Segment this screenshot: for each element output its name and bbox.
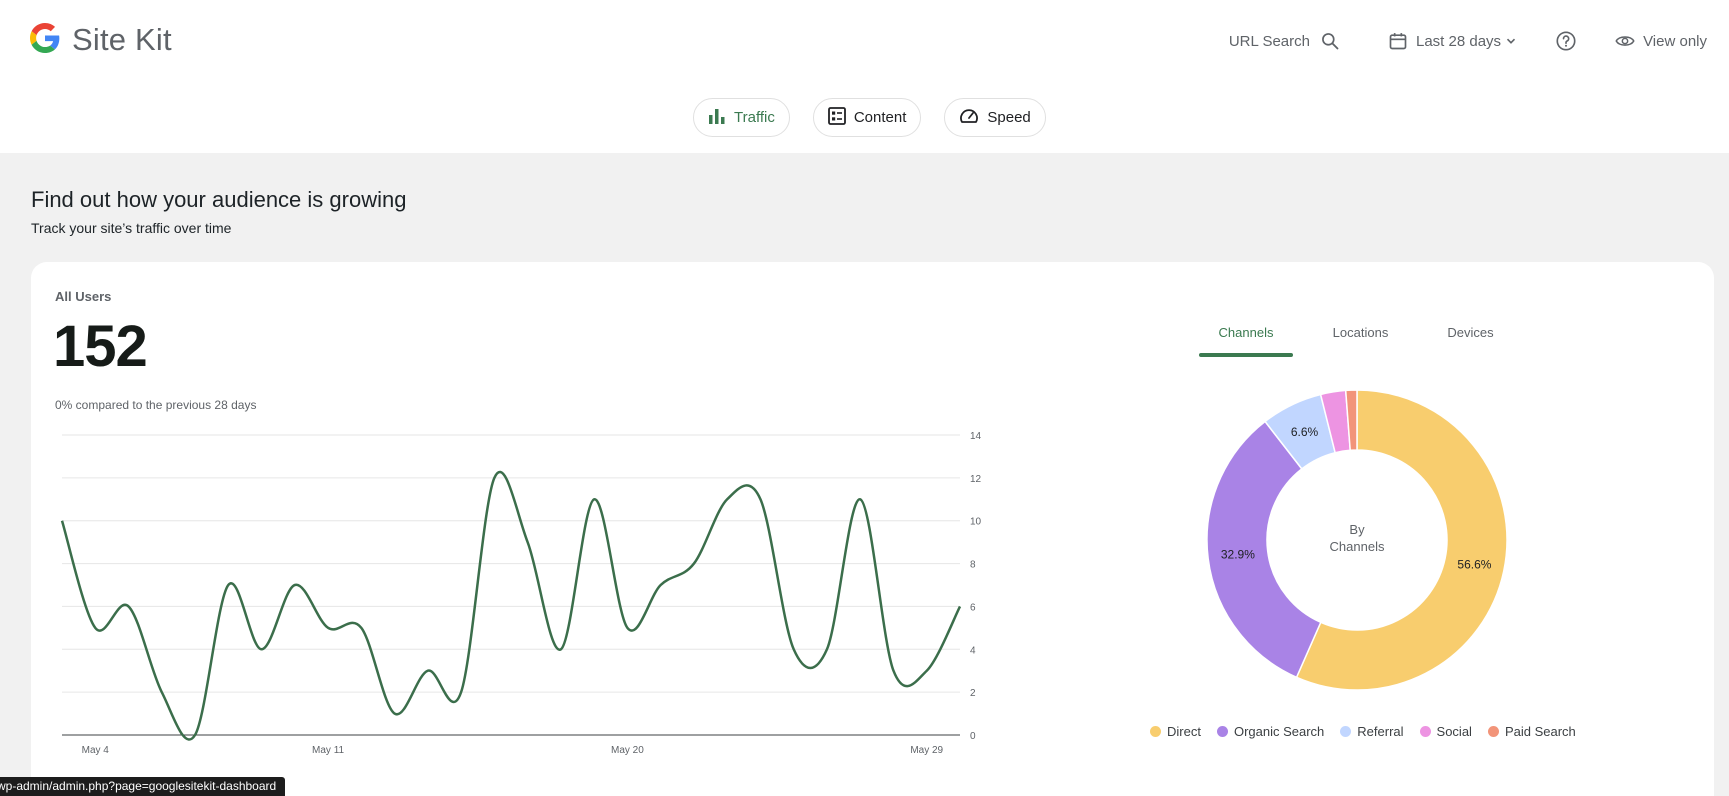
donut-center-label: By [1349, 522, 1365, 537]
legend-label: Paid Search [1504, 724, 1576, 739]
tab-locations[interactable]: Locations [1332, 325, 1389, 340]
eye-icon [1615, 31, 1635, 51]
users-line-chart: 0 2 4 6 8 10 12 14 May 4 May 11 May 20 May 29 [60, 431, 982, 756]
date-range-label: Last 28 days [1416, 32, 1502, 50]
search-icon [1320, 31, 1340, 51]
legend-item-direct[interactable]: Direct [1150, 724, 1201, 739]
x-tick-label: May 29 [910, 745, 943, 756]
url-search-button[interactable]: URL Search [1229, 31, 1350, 51]
donut-center-label: Channels [1330, 539, 1385, 554]
legend-dot [1150, 726, 1161, 737]
slice-percent-label: 56.6% [1457, 558, 1491, 572]
speed-chip[interactable]: Speed [944, 98, 1046, 137]
calendar-icon [1388, 31, 1408, 51]
help-icon [1555, 30, 1577, 52]
legend-label: Social [1436, 724, 1472, 739]
legend-dot [1487, 726, 1499, 737]
google-g-icon [30, 22, 60, 58]
y-tick-label: 8 [970, 560, 976, 571]
dashboard-nav: Traffic Content Speed [693, 98, 1069, 137]
y-tick-label: 2 [970, 688, 976, 699]
y-tick-label: 10 [970, 517, 982, 528]
legend-label: Direct [1167, 724, 1201, 739]
donut-legend: Direct Organic Search Referral Social Pa… [1150, 724, 1592, 739]
metric-change: 0% compared to the previous 28 days [55, 398, 257, 412]
date-range-selector[interactable]: Last 28 days [1388, 31, 1517, 51]
legend-label: Referral [1357, 724, 1404, 739]
tab-channels[interactable]: Channels [1199, 325, 1293, 357]
y-tick-label: 0 [970, 731, 976, 742]
top-bar: Site Kit URL Search Last 28 days [0, 0, 1729, 153]
legend-item-organic-search[interactable]: Organic Search [1216, 724, 1325, 739]
donut-slice-direct [1295, 389, 1508, 691]
users-series-line [60, 470, 962, 741]
legend-label: Organic Search [1233, 724, 1325, 739]
section-title: Find out how your audience is growing [31, 187, 407, 212]
donut-slice-paid-search [1344, 389, 1358, 452]
view-only-label: View only [1643, 32, 1707, 50]
status-url-text: wp-admin/admin.php?page=googlesitekit-da… [0, 779, 277, 793]
donut-slice-organic-search [1206, 420, 1322, 679]
bar-chart-icon [708, 107, 734, 129]
x-tick-label: May 11 [312, 745, 344, 756]
help-button[interactable] [1555, 30, 1577, 52]
traffic-chip[interactable]: Traffic [693, 98, 790, 137]
metric-value: 152 [53, 314, 148, 379]
metric-label: All Users [55, 289, 112, 304]
content-chip[interactable]: Content [812, 98, 922, 137]
section-subtitle: Track your site’s traffic over time [31, 220, 232, 236]
speedometer-icon [959, 107, 987, 129]
slice-percent-label: 32.9% [1221, 548, 1255, 562]
legend-dot [1419, 726, 1431, 737]
traffic-card [31, 262, 1714, 796]
x-tick-label: May 4 [82, 745, 110, 756]
legend-item-referral[interactable]: Referral [1340, 724, 1404, 739]
url-search-label: URL Search [1228, 32, 1310, 50]
speed-chip-label: Speed [987, 109, 1031, 126]
header-actions: URL Search Last 28 days View only [1229, 26, 1707, 56]
content-chip-label: Content [853, 109, 907, 126]
status-bar-url: wp-admin/admin.php?page=googlesitekit-da… [0, 777, 286, 796]
site-kit-logo[interactable]: Site Kit [30, 22, 172, 58]
y-tick-label: 12 [970, 474, 982, 485]
chevron-down-icon [1505, 35, 1517, 47]
content-icon [827, 106, 854, 129]
legend-dot [1340, 726, 1352, 737]
legend-item-social[interactable]: Social [1419, 724, 1472, 739]
breakdown-tabs: Channels Locations Devices [1199, 325, 1513, 357]
x-tick-label: May 20 [611, 745, 644, 756]
tab-devices[interactable]: Devices [1447, 325, 1494, 340]
app-title: Site Kit [72, 22, 172, 57]
y-tick-label: 14 [970, 431, 982, 442]
y-tick-label: 6 [970, 602, 976, 613]
legend-dot [1216, 726, 1228, 737]
traffic-chip-label: Traffic [734, 109, 775, 126]
view-only-button[interactable]: View only [1615, 31, 1707, 51]
channels-donut-chart: 56.6% 32.9% 6.6% By Channels [1206, 389, 1508, 691]
y-tick-label: 4 [970, 645, 976, 656]
legend-item-paid-search[interactable]: Paid Search [1487, 724, 1576, 739]
slice-percent-label: 6.6% [1291, 425, 1319, 439]
